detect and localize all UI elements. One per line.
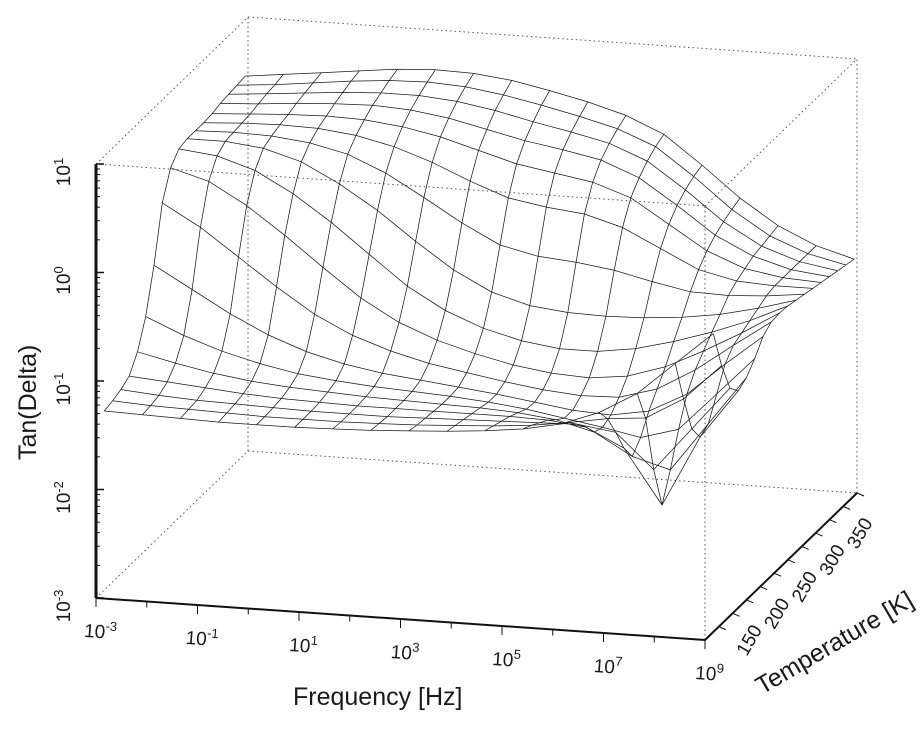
- box-edge-back-floor: [247, 450, 858, 494]
- mesh-isofrequency-line: [256, 68, 398, 425]
- mesh-isofrequency-line: [712, 258, 855, 392]
- z-axis-tick-exponent: -1: [51, 373, 66, 385]
- mesh-isofrequency-line: [598, 197, 741, 458]
- frequency-tick-label: 109: [694, 659, 724, 686]
- z-axis-title: Tan(Delta): [14, 345, 42, 460]
- mesh-isotherm-line: [228, 92, 838, 272]
- mesh-isofrequency-line: [560, 164, 703, 433]
- box-edge-left-top: [95, 16, 249, 165]
- frequency-tick-base: 10: [288, 635, 311, 657]
- mesh-isofrequency-line: [294, 69, 436, 428]
- frequency-tick-exponent: 1: [310, 633, 318, 648]
- temperature-axis-tick: [842, 505, 851, 510]
- mesh-isofrequency-line: [408, 90, 551, 432]
- mesh-isofrequency-line: [104, 75, 246, 412]
- z-axis-tick-label: 10-1: [51, 373, 75, 406]
- frequency-tick-base: 10: [83, 621, 106, 643]
- frequency-tick-label: 107: [593, 652, 623, 679]
- frequency-tick-label: 103: [390, 638, 420, 665]
- plot-box-back-edges: [95, 16, 858, 599]
- z-axis-tick-label: 101: [51, 158, 75, 186]
- temperature-axis-tick: [815, 532, 823, 537]
- z-axis-tick-base: 10: [54, 165, 75, 186]
- mesh-isofrequency-line: [522, 134, 665, 430]
- mesh-isofrequency-line: [332, 73, 474, 430]
- mesh-isofrequency-line: [370, 80, 513, 431]
- temperature-tick-label: 350: [843, 515, 877, 553]
- z-axis-tick-exponent: 0: [51, 266, 66, 273]
- mesh-isofrequency-line: [484, 115, 627, 432]
- axes: 10-310-210-110010110-310-110110310510710…: [51, 158, 877, 686]
- mesh-isotherm-line: [220, 102, 830, 278]
- mesh-isotherm-line: [120, 387, 731, 471]
- frequency-tick-base: 10: [491, 649, 514, 671]
- z-axis-tick-label: 10-2: [51, 481, 75, 514]
- frequency-tick-label: 10-3: [83, 617, 117, 644]
- frequency-tick-label: 10-1: [185, 624, 219, 651]
- z-axis-tick-base: 10: [54, 384, 75, 405]
- mesh-isofrequency-line: [142, 74, 284, 415]
- frequency-tick-exponent: -1: [207, 625, 220, 641]
- z-axis-tick-label: 10-3: [51, 590, 75, 623]
- box-edge-left-floor: [95, 450, 249, 599]
- temperature-axis-tick: [773, 572, 782, 577]
- mesh-isotherm-line: [203, 122, 813, 289]
- mesh-isofrequency-line: [218, 70, 360, 423]
- temperature-axis-tick: [787, 559, 796, 564]
- temperature-tick-label: 200: [760, 595, 794, 633]
- frequency-tick-label: 101: [288, 631, 318, 658]
- z-axis-tick-label: 100: [51, 266, 75, 294]
- z-axis-tick-base: 10: [54, 274, 75, 295]
- mesh-isotherm-line: [153, 264, 764, 416]
- x-axis-title: Frequency [Hz]: [293, 683, 463, 711]
- frequency-tick-label: 105: [491, 645, 521, 672]
- frequency-tick-base: 10: [185, 628, 208, 650]
- temperature-axis-line: [704, 492, 858, 641]
- mesh-isofrequency-line: [446, 101, 589, 432]
- plot-box-front-edges: [95, 58, 858, 640]
- frequency-tick-exponent: 3: [412, 640, 420, 655]
- mesh-isofrequency-line: [674, 245, 817, 438]
- box-edge-back-top: [247, 16, 858, 60]
- frequency-tick-exponent: -3: [105, 618, 118, 634]
- temperature-axis-tick: [760, 586, 768, 591]
- temperature-axis-tick: [856, 492, 865, 497]
- frequency-tick-base: 10: [694, 663, 717, 685]
- mesh-isofrequency-line: [636, 225, 779, 506]
- z-axis-tick-exponent: 1: [51, 158, 66, 165]
- mesh-isotherm-line: [212, 113, 822, 283]
- temperature-axis-tick: [801, 545, 809, 550]
- z-axis-tick-base: 10: [54, 601, 75, 622]
- surface-mesh: [104, 68, 855, 506]
- frequency-tick-exponent: 5: [513, 647, 521, 662]
- mesh-isotherm-line: [170, 167, 780, 379]
- z-axis-tick-exponent: -3: [51, 590, 66, 602]
- temperature-tick-label: 300: [816, 541, 850, 579]
- frequency-tick-exponent: 9: [716, 661, 724, 676]
- temperature-axis-tick: [746, 599, 754, 604]
- mesh-isotherm-line: [104, 333, 714, 432]
- frequency-tick-exponent: 7: [615, 654, 623, 669]
- mesh-isofrequency-line: [180, 72, 322, 419]
- z-axis-tick-exponent: -2: [51, 481, 66, 493]
- temperature-axis-tick: [732, 612, 740, 617]
- temperature-tick-label: 250: [788, 568, 822, 606]
- box-edge-front-top: [95, 163, 706, 207]
- mesh-isotherm-line: [112, 365, 722, 427]
- frequency-tick-base: 10: [390, 642, 413, 664]
- temperature-axis-tick: [718, 626, 727, 631]
- z-axis-tick-base: 10: [54, 493, 75, 514]
- frequency-tick-base: 10: [593, 656, 616, 678]
- mesh-isotherm-line: [129, 375, 739, 506]
- temperature-axis-tick: [829, 519, 837, 524]
- box-edge-right-top: [704, 58, 858, 207]
- temperature-tick-label: 150: [733, 622, 767, 660]
